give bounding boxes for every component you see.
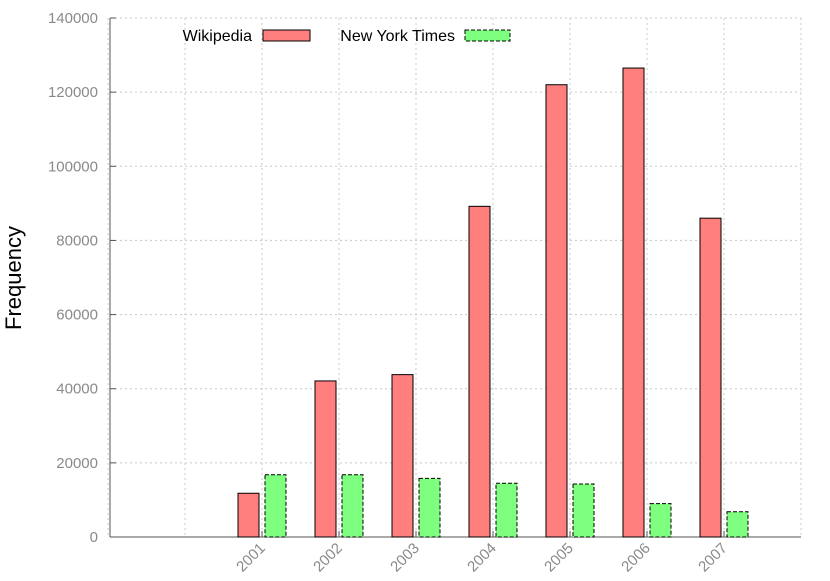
y-tick-label: 80000 <box>56 232 98 249</box>
x-tick-label: 2004 <box>464 540 500 576</box>
y-tick-label: 20000 <box>56 455 98 472</box>
x-tick-label: 2002 <box>310 540 346 576</box>
legend-swatch-wikipedia <box>262 29 311 42</box>
bar-wikipedia-2004 <box>468 205 491 538</box>
x-tick-labels: 2001 2002 2003 2004 2005 2006 2007 <box>233 540 731 576</box>
y-tick-label: 0 <box>90 529 98 546</box>
bar-new-york-times-2004 <box>495 482 518 538</box>
legend-label-new-york-times: New York Times <box>340 28 455 45</box>
bar-wikipedia-2005 <box>545 84 568 538</box>
y-tick-label: 60000 <box>56 307 98 324</box>
bar-wikipedia-2002 <box>314 380 337 538</box>
bar-new-york-times-2007 <box>726 511 749 538</box>
y-tick-label: 40000 <box>56 381 98 398</box>
legend-swatch-new-york-times <box>464 29 511 42</box>
x-tick-label: 2007 <box>695 540 731 576</box>
y-tick-label: 100000 <box>48 158 98 175</box>
bar-wikipedia-2003 <box>391 374 414 538</box>
bar-wikipedia-2007 <box>699 217 722 538</box>
x-tick-label: 2001 <box>233 540 269 576</box>
bar-new-york-times-2006 <box>649 503 672 538</box>
bar-new-york-times-2003 <box>418 477 441 538</box>
x-tick-label: 2006 <box>618 540 654 576</box>
legend-label-wikipedia: Wikipedia <box>183 28 252 45</box>
y-axis-label: Frequency <box>1 226 26 330</box>
y-tick-label: 140000 <box>48 10 98 27</box>
bars <box>237 67 749 538</box>
bar-wikipedia-2006 <box>622 67 645 538</box>
bar-new-york-times-2002 <box>341 474 364 538</box>
x-tick-label: 2005 <box>541 540 577 576</box>
grid-lines <box>107 17 802 538</box>
axes <box>109 18 801 538</box>
bar-new-york-times-2005 <box>572 483 595 538</box>
bar-new-york-times-2001 <box>264 474 287 538</box>
y-tick-label: 120000 <box>48 84 98 101</box>
x-tick-label: 2003 <box>387 540 423 576</box>
y-tick-labels: 0 20000 40000 60000 80000 100000 120000 140000 <box>48 10 98 546</box>
legend: Wikipedia New York Times <box>183 28 511 45</box>
bar-wikipedia-2001 <box>237 492 260 538</box>
